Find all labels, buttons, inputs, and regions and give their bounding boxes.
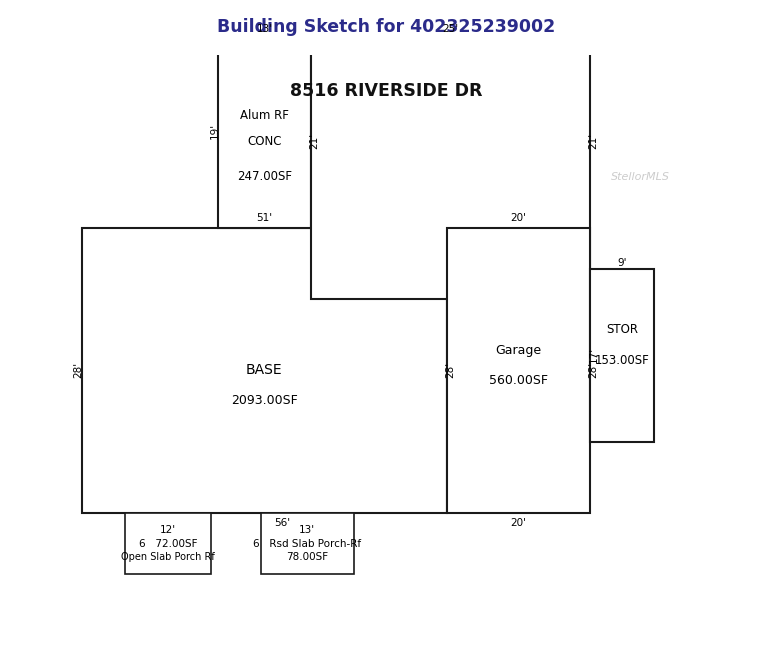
Text: 19': 19' (209, 123, 219, 139)
Text: 25': 25' (442, 25, 459, 34)
Text: 6   Rsd Slab Porch-Rf: 6 Rsd Slab Porch-Rf (253, 538, 361, 549)
Text: 12': 12' (160, 525, 176, 536)
Text: 20': 20' (510, 518, 527, 528)
Text: Garage: Garage (495, 344, 541, 356)
Text: 28': 28' (73, 362, 83, 378)
Text: 2093.00SF: 2093.00SF (231, 395, 298, 408)
Text: 247.00SF: 247.00SF (237, 170, 292, 184)
Text: StellorMLS: StellorMLS (611, 172, 670, 182)
Bar (261, 513, 354, 574)
Text: 13': 13' (256, 25, 273, 34)
Text: 20': 20' (510, 213, 527, 223)
Bar (82, 228, 447, 513)
Text: 21': 21' (310, 133, 320, 149)
Text: 13': 13' (300, 525, 316, 536)
Text: 8516 RIVERSIDE DR: 8516 RIVERSIDE DR (290, 82, 482, 100)
Text: Building Sketch for 402325239002: Building Sketch for 402325239002 (217, 19, 555, 36)
Bar (218, 34, 311, 228)
Text: 51': 51' (256, 213, 273, 223)
Text: 78.00SF: 78.00SF (286, 551, 328, 562)
Text: 560.00SF: 560.00SF (489, 374, 548, 387)
Text: 9': 9' (618, 259, 627, 269)
Text: Open Slab Porch Rf: Open Slab Porch Rf (121, 551, 215, 562)
Text: 21': 21' (588, 133, 598, 149)
Bar (311, 34, 590, 299)
Text: CONC: CONC (247, 135, 282, 148)
Text: 28': 28' (445, 362, 455, 378)
Text: 56': 56' (274, 518, 290, 528)
Text: 153.00SF: 153.00SF (594, 354, 649, 367)
Text: BASE: BASE (246, 364, 283, 377)
Bar (447, 228, 590, 513)
Bar (590, 269, 654, 442)
Text: 28': 28' (588, 362, 598, 378)
Text: 6   72.00SF: 6 72.00SF (139, 538, 197, 549)
Text: 17': 17' (588, 347, 598, 363)
Text: Alum RF: Alum RF (240, 109, 289, 122)
Bar (125, 513, 211, 574)
Text: STOR: STOR (606, 324, 638, 336)
